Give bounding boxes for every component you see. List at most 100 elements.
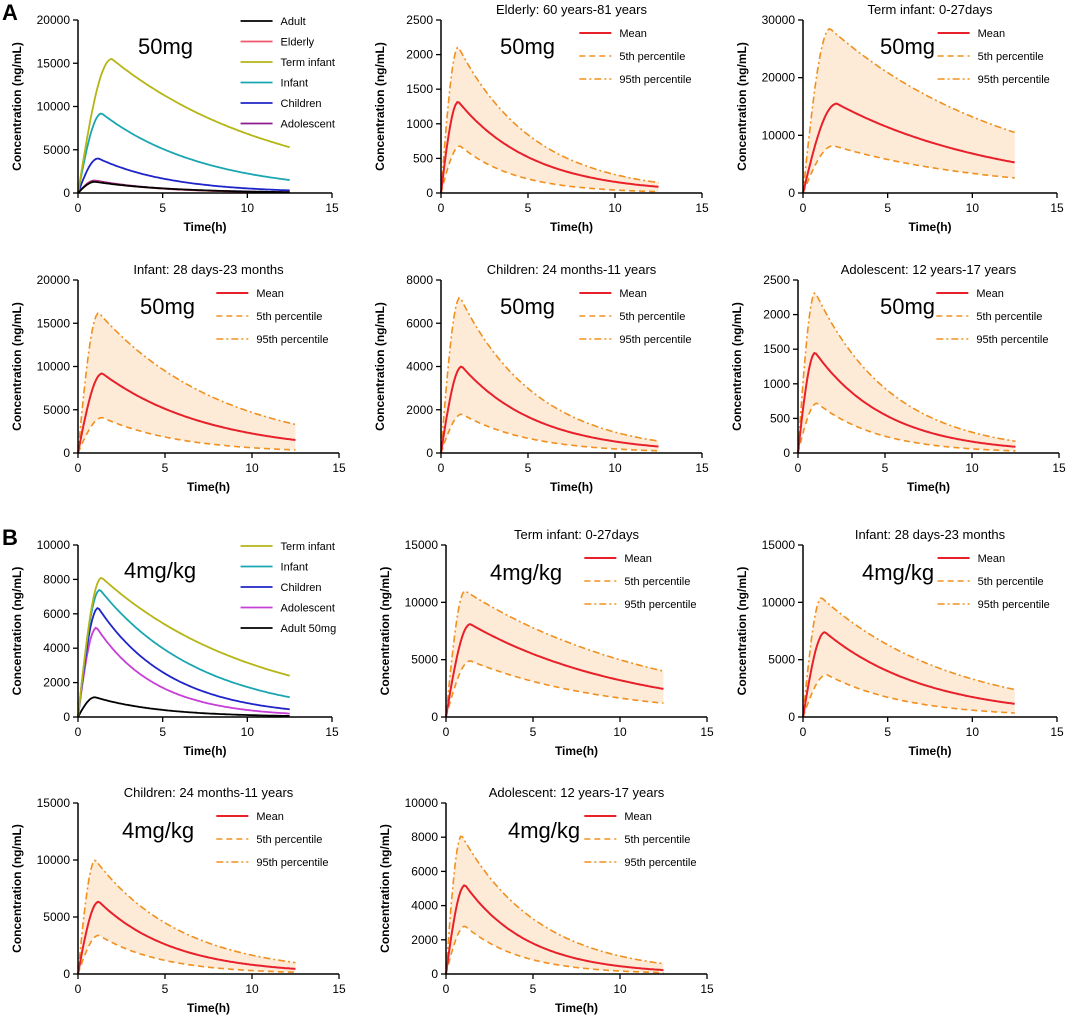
y-axis-label: Concentration (ng/mL)	[10, 302, 24, 431]
y-tick-label: 8000	[411, 830, 438, 844]
p5-line	[77, 416, 296, 454]
legend-label: Adult	[281, 16, 306, 28]
y-tick-label: 0	[63, 710, 70, 724]
chart-title: Children: 24 months-11 years	[487, 262, 657, 277]
legend-label: 5th percentile	[624, 834, 690, 846]
legend-label: 5th percentile	[976, 311, 1042, 323]
legend-label: Mean	[256, 811, 284, 823]
mean-line	[802, 102, 1015, 194]
x-tick-label: 0	[75, 982, 82, 996]
series-line-children	[77, 606, 290, 718]
legend-label: Adult 50mg	[281, 623, 337, 635]
percentile-band	[446, 836, 664, 974]
legend-label: Infant	[281, 78, 309, 90]
y-tick-label: 10000	[762, 595, 796, 609]
y-tick-label: 6000	[406, 316, 433, 330]
y-tick-label: 4000	[43, 641, 70, 655]
x-tick-label: 5	[162, 982, 169, 996]
series-line-children	[77, 157, 290, 194]
x-axis-label: Time(h)	[908, 744, 951, 758]
chart-a6: 0 500 1000 1500 2000 2500 0 5 10 15 Time(h) Concent…	[730, 262, 1066, 494]
y-tick-label: 0	[431, 967, 438, 981]
x-tick-label: 5	[530, 725, 537, 739]
y-tick-label: 0	[426, 186, 433, 200]
x-tick-label: 0	[75, 461, 82, 475]
y-axis-label: Concentration (ng/mL)	[373, 302, 387, 431]
y-tick-label: 10000	[37, 853, 71, 867]
x-tick-label: 10	[245, 982, 259, 996]
chart-title: Adolescent: 12 years-17 years	[841, 262, 1017, 277]
dose-label: 50mg	[880, 34, 935, 59]
chart-a4: 0 5000 10000 15000 20000 0 5 10 15 Time(h) Concent…	[10, 262, 346, 494]
chart-a1: 0 5000 10000 15000 20000 0 5 10 15 Time(h) Concent…	[10, 13, 339, 234]
legend-label: Children	[281, 582, 322, 594]
chart-b4: 0 5000 10000 15000 0 5 10 15 Time(h) Concentratio…	[10, 785, 346, 1015]
p5-line	[440, 413, 659, 454]
x-tick-label: 15	[325, 725, 339, 739]
mean-line	[77, 900, 296, 975]
legend-label: 95th percentile	[619, 334, 691, 346]
legend-label: 95th percentile	[976, 334, 1048, 346]
x-tick-label: 0	[800, 725, 807, 739]
series-line-infant	[77, 112, 290, 194]
legend-label: Mean	[978, 553, 1006, 565]
x-tick-label: 5	[525, 461, 532, 475]
x-tick-label: 5	[525, 201, 532, 215]
p95-line	[77, 859, 296, 975]
series-line-term-infant	[77, 57, 290, 194]
y-tick-label: 1500	[763, 342, 790, 356]
y-tick-label: 4000	[411, 899, 438, 913]
y-tick-label: 15000	[37, 316, 71, 330]
x-tick-label: 15	[332, 461, 346, 475]
p95-line	[445, 835, 664, 975]
chart-a3: 0 10000 20000 30000 0 5 10 15 Time(h) Concentrati…	[735, 2, 1064, 234]
y-tick-label: 0	[63, 446, 70, 460]
series-line-term-infant	[77, 576, 290, 718]
x-tick-label: 5	[530, 982, 537, 996]
x-tick-label: 10	[245, 461, 259, 475]
y-tick-label: 6000	[411, 864, 438, 878]
y-tick-label: 0	[426, 446, 433, 460]
y-tick-label: 1000	[406, 117, 433, 131]
y-tick-label: 5000	[768, 653, 795, 667]
y-tick-label: 500	[770, 411, 790, 425]
chart-b2: 0 5000 10000 15000 0 5 10 15 Time(h) Concentratio…	[378, 527, 714, 758]
y-axis-label: Concentration (ng/mL)	[730, 302, 744, 431]
y-tick-label: 5000	[411, 653, 438, 667]
chart-title: Infant: 28 days-23 months	[855, 527, 1006, 542]
y-tick-label: 15000	[405, 538, 439, 552]
legend-label: 95th percentile	[624, 599, 696, 611]
legend-label: Mean	[619, 28, 647, 40]
y-tick-label: 0	[788, 186, 795, 200]
y-tick-label: 0	[788, 710, 795, 724]
y-tick-label: 2000	[406, 48, 433, 62]
percentile-band	[446, 591, 664, 717]
x-tick-label: 5	[882, 461, 889, 475]
y-tick-label: 2000	[406, 403, 433, 417]
panel-label-a: A	[2, 0, 18, 25]
legend-label: Mean	[619, 288, 647, 300]
x-tick-label: 15	[332, 982, 346, 996]
x-tick-label: 0	[75, 201, 82, 215]
y-axis-label: Concentration (ng/mL)	[10, 824, 24, 953]
chart-title: Elderly: 60 years-81 years	[496, 2, 648, 17]
series-line-adult-50mg	[77, 696, 290, 718]
x-axis-label: Time(h)	[183, 744, 226, 758]
y-axis-label: Concentration (ng/mL)	[735, 567, 749, 696]
legend-label: 95th percentile	[978, 74, 1050, 86]
y-tick-label: 15000	[37, 796, 71, 810]
x-tick-label: 5	[159, 725, 166, 739]
mean-line	[77, 372, 296, 454]
legend-label: 95th percentile	[624, 857, 696, 869]
x-tick-label: 0	[75, 725, 82, 739]
legend-label: Elderly	[281, 37, 315, 49]
x-tick-label: 0	[443, 982, 450, 996]
x-tick-label: 5	[884, 201, 891, 215]
legend-label: Term infant	[281, 541, 335, 553]
x-tick-label: 10	[966, 725, 980, 739]
dose-label: 4mg/kg	[122, 818, 194, 843]
y-tick-label: 8000	[406, 273, 433, 287]
y-tick-label: 20000	[37, 273, 71, 287]
x-tick-label: 15	[695, 461, 709, 475]
x-tick-label: 15	[325, 201, 339, 215]
